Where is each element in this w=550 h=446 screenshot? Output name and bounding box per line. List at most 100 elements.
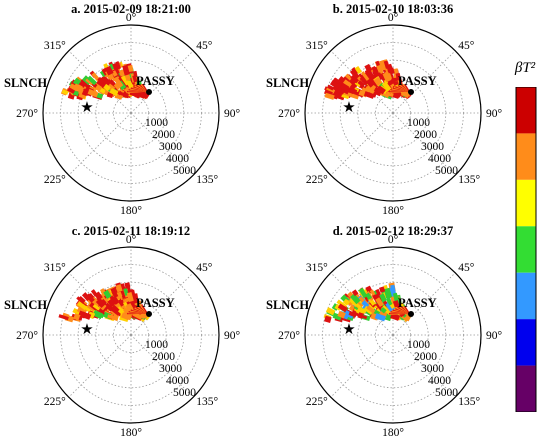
panel-title: a. 2015-02-09 18:21:00 [71,2,191,16]
azimuth-label: 90° [486,330,503,342]
data-streak [142,305,148,314]
data-cell [109,87,119,97]
azimuth-label: 270° [278,108,300,120]
data-cell [115,284,123,293]
data-cell [363,91,375,99]
data-cell [120,312,131,321]
data-cell [80,311,92,320]
data-cell [77,301,88,311]
panel-d: 0° 45° 90° 135° 180° 225° 270° 315° 1000 2000 3000… [262,222,524,442]
outer-ring [304,24,482,202]
data-cell [117,91,127,97]
data-cell [349,68,360,80]
data-cell [126,292,134,303]
data-cell [380,306,387,314]
data-cell [99,70,106,78]
site-label-slnch: SLNCH [4,298,47,312]
data-cell [116,306,124,313]
data-cell [115,301,125,311]
data-cell [339,82,350,92]
azimuth-label: 225° [44,174,66,186]
data-cell [77,295,86,304]
colorbar-segment [516,319,536,366]
data-cell [351,289,359,297]
data-cell [363,305,374,315]
data-cell [107,314,116,320]
data-cell [329,80,341,90]
azimuth-label: 315° [306,40,328,52]
outer-ring [304,246,482,424]
data-cell [113,81,123,91]
azimuth-label: 135° [196,396,218,408]
data-cell [106,77,115,87]
data-cell [58,314,69,321]
azimuth-label: 45° [196,262,213,274]
range-label: 3000 [421,141,444,153]
data-cell [97,76,105,85]
range-label: 4000 [166,153,189,165]
data-cell [132,70,138,77]
data-cell [359,75,369,86]
polar-plot: 0° 45° 90° 135° 180° 225° 270° 315° 100020003000… [4,234,241,439]
azimuth-label: 45° [458,262,475,274]
data-cell [359,307,367,314]
data-cell [87,88,99,98]
data-cell [377,72,384,80]
data-cell [87,75,97,86]
data-cell [357,313,368,320]
data-cell [351,76,360,84]
data-cell [85,77,94,86]
data-cell [358,296,365,303]
data-cell [385,91,394,98]
azimuth-label: 315° [44,40,66,52]
range-label: 5000 [435,387,458,399]
data-cell [73,83,85,94]
range-label: 5000 [435,165,458,177]
azimuth-label: 135° [458,174,480,186]
data-cell [348,78,357,86]
range-label: 4000 [428,375,451,387]
data-cell [369,289,376,296]
range-label: 2000 [152,129,175,141]
data-cell [109,63,115,70]
data-streak [404,83,410,92]
site-label-passy: PASSY [136,74,175,88]
data-cell [364,63,373,73]
data-cell [374,313,386,322]
passy-marker [408,311,414,317]
range-label: 1000 [145,117,168,129]
colorbar-frame [515,87,537,412]
site-label-slnch: SLNCH [266,298,309,312]
colorbar-label: βT² [514,60,536,76]
range-label: 5000 [173,165,196,177]
azimuth-label: 270° [16,108,38,120]
azimuth-spoke [392,334,456,398]
azimuth-spoke [330,272,394,336]
range-label: 3000 [159,141,182,153]
colorbar-segment [516,133,536,180]
data-streak [142,83,148,92]
data-cell [104,65,114,76]
range-label: 4000 [428,153,451,165]
data-cell [350,293,361,305]
data-cell [324,92,335,100]
data-cell [110,287,118,295]
data-cell [95,79,104,89]
data-cell [114,77,124,88]
azimuth-label: 270° [16,330,38,342]
colorbar-segment [516,179,536,227]
azimuth-spoke [68,272,132,336]
data-cell [139,90,150,99]
azimuth-spoke [68,50,132,114]
colorbar-segment [516,87,536,134]
panel-title: c. 2015-02-11 18:19:12 [71,224,191,238]
outer-ring [42,246,220,424]
data-cell [360,71,370,81]
site-label-passy: PASSY [398,296,437,310]
azimuth-spoke [130,334,194,398]
data-cell [342,79,352,88]
data-cell [124,282,131,289]
data-cell [378,286,386,293]
azimuth-spoke [68,334,132,398]
